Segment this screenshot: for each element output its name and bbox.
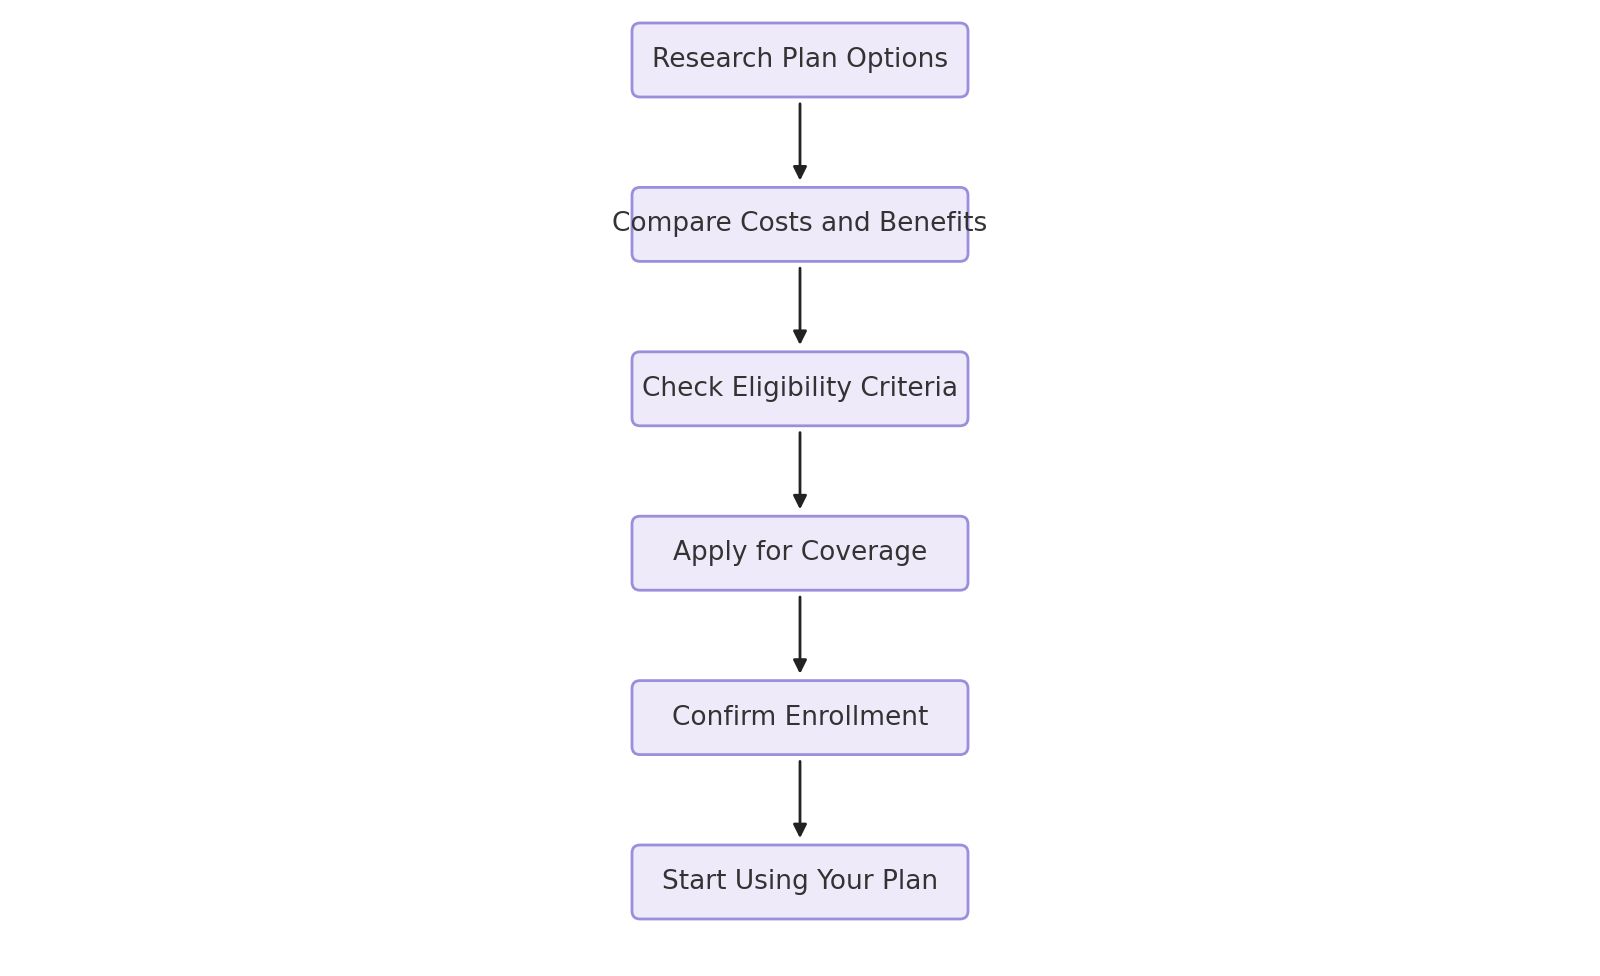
Text: Start Using Your Plan: Start Using Your Plan xyxy=(662,869,938,895)
Text: Research Plan Options: Research Plan Options xyxy=(651,47,949,73)
FancyBboxPatch shape xyxy=(632,23,968,97)
FancyBboxPatch shape xyxy=(632,680,968,754)
Text: Confirm Enrollment: Confirm Enrollment xyxy=(672,705,928,731)
FancyBboxPatch shape xyxy=(632,351,968,426)
FancyBboxPatch shape xyxy=(632,187,968,262)
FancyBboxPatch shape xyxy=(632,516,968,590)
Text: Apply for Coverage: Apply for Coverage xyxy=(674,540,926,566)
Text: Check Eligibility Criteria: Check Eligibility Criteria xyxy=(642,376,958,402)
FancyBboxPatch shape xyxy=(632,845,968,919)
Text: Compare Costs and Benefits: Compare Costs and Benefits xyxy=(613,212,987,237)
